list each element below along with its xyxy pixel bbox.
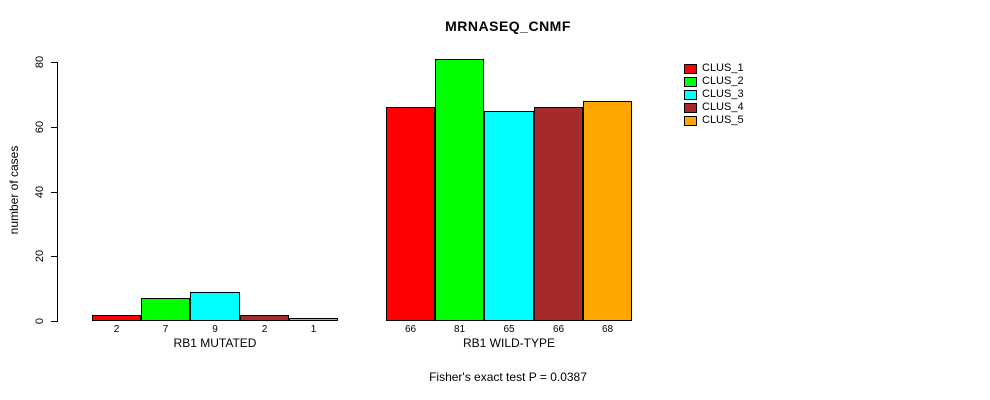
- y-tick-mark: [51, 127, 57, 128]
- bar-value-label: 2: [113, 324, 120, 335]
- y-tick-mark: [51, 62, 57, 63]
- bar-clus_3-wildtype: [484, 111, 534, 321]
- y-tick-label: 20: [34, 249, 46, 263]
- bar-value-label: 68: [601, 324, 614, 335]
- legend: CLUS_1 CLUS_2 CLUS_3 CLUS_4 CLUS_5: [684, 62, 744, 127]
- bar-value-label: 2: [261, 324, 268, 335]
- bar-clus_2-wildtype: [435, 59, 484, 321]
- bar-clus_4-wildtype: [534, 107, 583, 321]
- bar-clus_3-mutated: [190, 292, 240, 321]
- bar-value-label: 66: [552, 324, 565, 335]
- bar-value-label: 7: [162, 324, 169, 335]
- bar-clus_1-wildtype: [386, 107, 435, 321]
- bar-clus_5-wildtype: [583, 101, 632, 321]
- legend-row: CLUS_2: [684, 75, 744, 88]
- y-tick-label: 80: [34, 55, 46, 69]
- y-tick-label: 40: [34, 185, 46, 199]
- bar-clus_4-mutated: [240, 315, 289, 321]
- legend-label: CLUS_5: [702, 114, 744, 126]
- legend-row: CLUS_5: [684, 114, 744, 127]
- y-tick-mark: [51, 192, 57, 193]
- legend-label: CLUS_1: [702, 62, 744, 74]
- y-tick-mark: [51, 321, 57, 322]
- group-label: RB1 WILD-TYPE: [462, 336, 555, 350]
- bar-clus_5-mutated: [289, 318, 338, 321]
- fisher-test-annotation: Fisher's exact test P = 0.0387: [429, 370, 587, 384]
- legend-row: CLUS_1: [684, 62, 744, 75]
- bar-value-label: 66: [404, 324, 417, 335]
- legend-swatch-clus_5: [684, 115, 697, 126]
- y-tick-label: 0: [34, 317, 46, 325]
- legend-swatch-clus_1: [684, 63, 697, 74]
- legend-swatch-clus_2: [684, 76, 697, 87]
- bar-value-label: 65: [503, 324, 515, 335]
- legend-label: CLUS_3: [702, 88, 744, 100]
- y-tick-label: 60: [34, 120, 46, 134]
- bar-value-label: 81: [453, 324, 466, 335]
- legend-swatch-clus_4: [684, 102, 697, 113]
- legend-label: CLUS_4: [702, 101, 744, 113]
- y-axis-line: [57, 62, 58, 322]
- bar-clus_1-mutated: [92, 315, 141, 321]
- legend-row: CLUS_3: [684, 88, 744, 101]
- legend-swatch-clus_3: [684, 89, 697, 100]
- group-label: RB1 MUTATED: [173, 336, 257, 350]
- chart-title: MRNASEQ_CNMF: [445, 18, 571, 34]
- bar-value-label: 1: [310, 324, 317, 335]
- y-axis-label: number of cases: [7, 145, 21, 235]
- y-tick-mark: [51, 256, 57, 257]
- bar-clus_2-mutated: [141, 298, 190, 321]
- legend-row: CLUS_4: [684, 101, 744, 114]
- bar-value-label: 9: [212, 324, 218, 335]
- legend-label: CLUS_2: [702, 75, 744, 87]
